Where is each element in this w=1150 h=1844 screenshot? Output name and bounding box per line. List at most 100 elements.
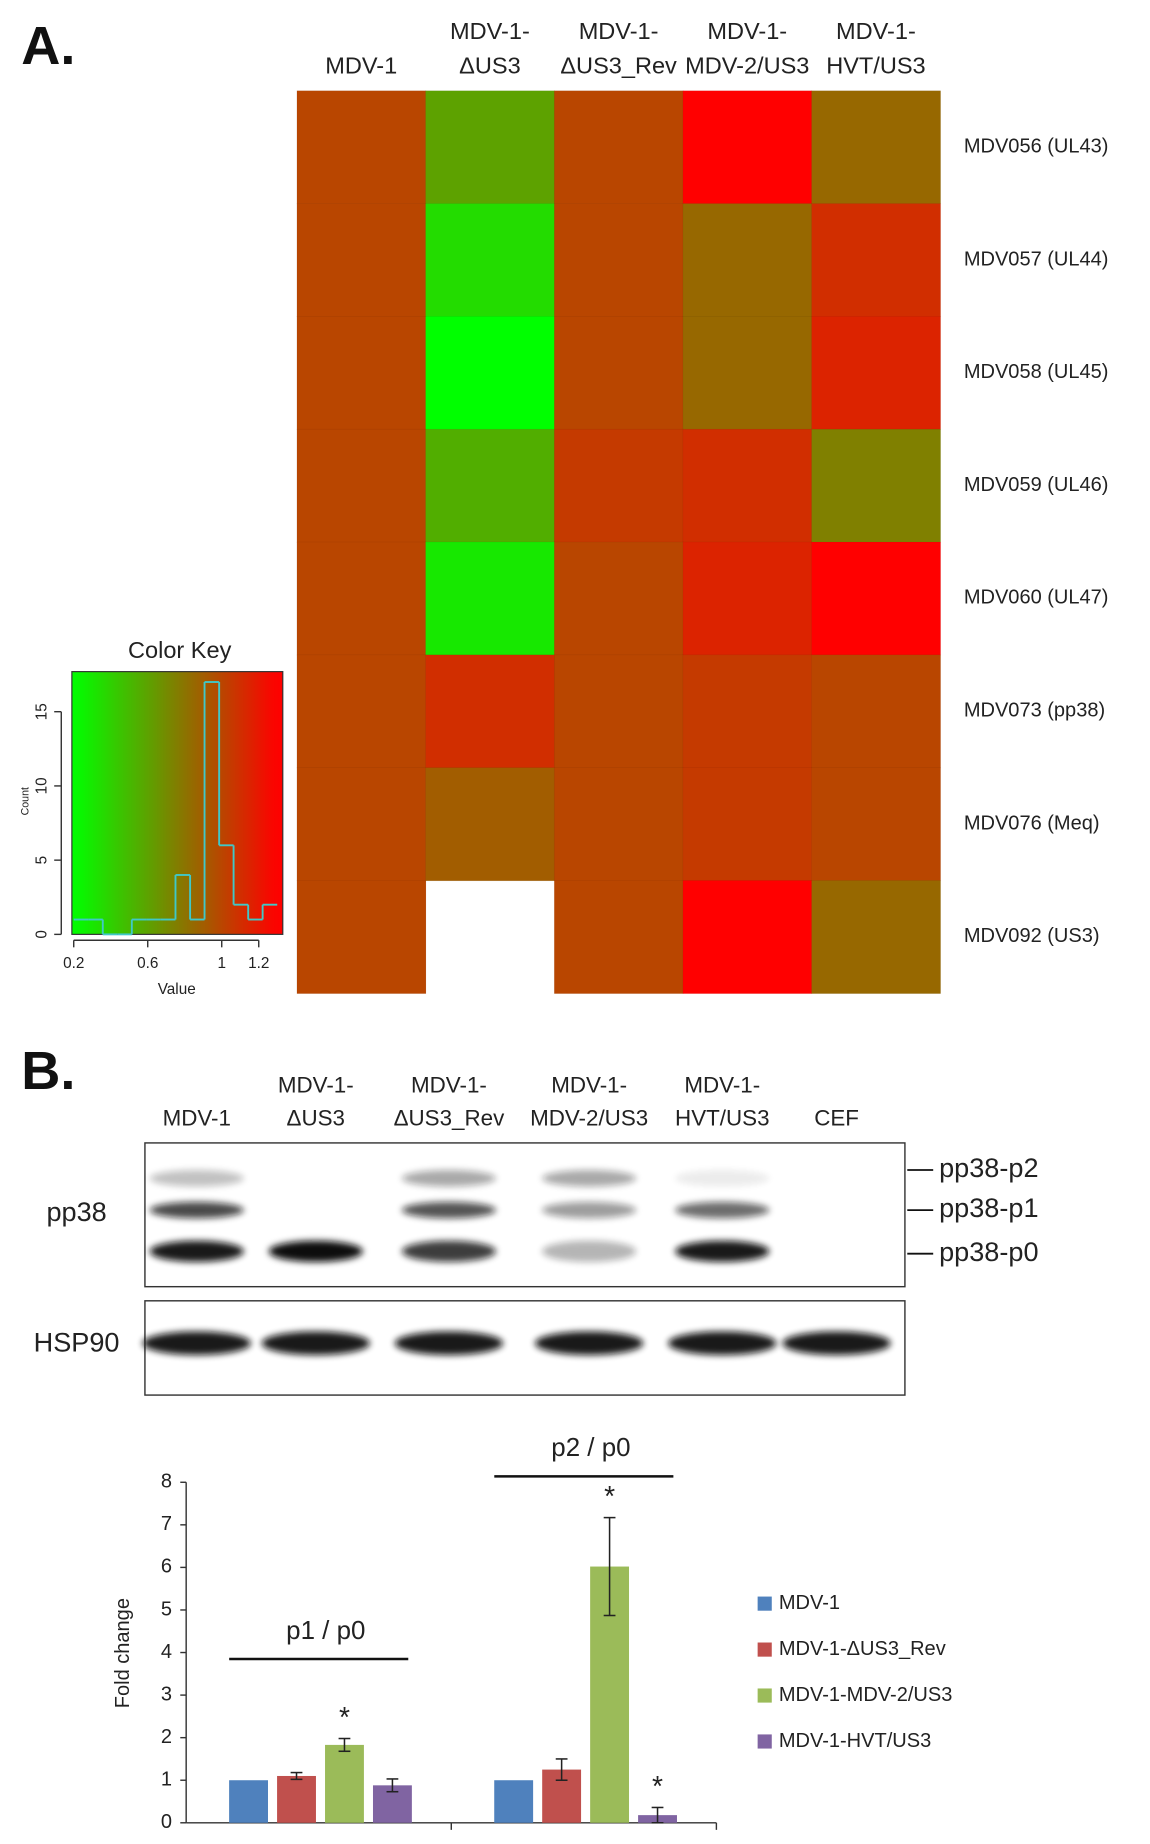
blot-frame	[144, 1142, 906, 1288]
heatmap-cell	[553, 316, 684, 430]
y-tick-label: 7	[161, 1513, 172, 1535]
significance-mark: *	[339, 1701, 350, 1733]
panel-label: A.	[21, 16, 75, 76]
bar	[494, 1780, 534, 1823]
column-label: MDV-1-	[579, 18, 659, 44]
heatmap-cell	[425, 541, 555, 656]
y-tick-label: 2	[161, 1726, 172, 1748]
significance-mark: *	[604, 1480, 615, 1512]
heatmap-cell	[296, 541, 427, 656]
blot-band	[149, 1201, 244, 1219]
blot-band	[149, 1170, 244, 1187]
y-tick-label: 3	[161, 1683, 172, 1705]
lane-label: HVT/US3	[675, 1105, 770, 1130]
y-axis-title: Count	[20, 787, 32, 815]
heatmap-cell	[682, 767, 813, 882]
heatmap-cell	[811, 316, 941, 430]
column-label: MDV-1-	[450, 18, 530, 44]
row-label: MDV076 (Meq)	[964, 812, 1100, 834]
blot-band	[542, 1170, 637, 1187]
y-axis-title: Fold change	[112, 1598, 134, 1708]
blot-band	[534, 1331, 644, 1356]
row-label: MDV058 (UL45)	[964, 361, 1109, 383]
lane-label: MDV-1-	[411, 1072, 487, 1097]
y-tick-label: 6	[161, 1556, 172, 1578]
legend-label: MDV-1-HVT/US3	[779, 1730, 931, 1752]
blot-band	[782, 1331, 891, 1356]
blot-band	[542, 1201, 637, 1219]
heatmap-cell	[425, 767, 555, 882]
blot-band	[268, 1240, 363, 1262]
blot-band	[675, 1240, 770, 1262]
bar	[277, 1775, 316, 1823]
heatmap-cell	[296, 316, 427, 430]
heatmap-cell	[682, 316, 813, 430]
y-tick-label: 5	[33, 856, 50, 865]
heatmap-cell	[553, 428, 684, 543]
heatmap-cell	[296, 203, 427, 318]
row-label: MDV056 (UL43)	[964, 135, 1109, 157]
blot-band	[668, 1331, 777, 1356]
heatmap-cell	[682, 90, 813, 205]
row-label: MDV057 (UL44)	[964, 248, 1109, 270]
heatmap-cell	[553, 90, 684, 205]
blot-row-label: pp38	[46, 1196, 106, 1227]
column-label: ΔUS3_Rev	[560, 52, 677, 78]
blot-band	[149, 1240, 244, 1262]
heatmap-cell	[296, 880, 427, 994]
heatmap-cell	[425, 428, 555, 543]
y-tick-label: 0	[33, 930, 50, 939]
color-key-title: Color Key	[128, 637, 232, 663]
blot-row-label: HSP90	[34, 1327, 120, 1358]
x-tick-label: 1	[217, 955, 226, 972]
legend-swatch	[757, 1734, 772, 1749]
bar	[325, 1744, 364, 1823]
heatmap-cell	[811, 654, 941, 769]
heatmap-cell	[682, 203, 813, 318]
heatmap-cell	[553, 880, 684, 994]
y-tick-label: 1	[161, 1769, 172, 1791]
legend-label: MDV-1	[779, 1592, 840, 1614]
heatmap-cell	[296, 767, 427, 882]
column-label: MDV-1-	[707, 18, 787, 44]
legend-swatch	[757, 1642, 772, 1657]
heatmap-cell	[811, 203, 941, 318]
blot-band	[401, 1201, 497, 1219]
x-tick-label: 1.2	[248, 955, 269, 972]
blot-band	[394, 1331, 504, 1356]
panel-label: B.	[21, 1041, 75, 1101]
row-label: MDV092 (US3)	[964, 925, 1100, 947]
heatmap-cell	[553, 654, 684, 769]
lane-label: ΔUS3_Rev	[394, 1105, 506, 1130]
heatmap-cell	[682, 541, 813, 656]
x-axis-title: Value	[158, 981, 196, 998]
x-tick-label: 0.2	[63, 955, 84, 972]
blot-band	[675, 1170, 770, 1187]
heatmap-cell	[553, 767, 684, 882]
heatmap-cell	[811, 428, 941, 543]
heatmap-cell	[425, 316, 555, 430]
blot-band	[261, 1331, 370, 1356]
x-tick-label: 0.6	[137, 955, 158, 972]
blot-band	[142, 1331, 251, 1356]
heatmap-cell	[296, 654, 427, 769]
color-key	[71, 671, 284, 935]
lane-label: MDV-2/US3	[530, 1105, 648, 1130]
legend-swatch	[757, 1596, 772, 1611]
blot-band	[542, 1240, 637, 1262]
legend-swatch	[757, 1688, 772, 1703]
band-label: pp38-p2	[939, 1152, 1038, 1183]
heatmap-cell	[811, 767, 941, 882]
heatmap-cell	[682, 428, 813, 543]
lane-label: MDV-1-	[551, 1072, 627, 1097]
band-label: pp38-p1	[939, 1192, 1038, 1223]
lane-label: MDV-1	[163, 1105, 231, 1130]
significance-mark: *	[652, 1770, 663, 1802]
column-label: MDV-1-	[836, 18, 916, 44]
heatmap-cell	[296, 90, 427, 205]
column-label: ΔUS3	[459, 52, 521, 78]
heatmap-cell	[425, 654, 555, 769]
row-label: MDV059 (UL46)	[964, 474, 1109, 496]
lane-label: MDV-1-	[278, 1072, 354, 1097]
heatmap-cell	[811, 90, 941, 205]
